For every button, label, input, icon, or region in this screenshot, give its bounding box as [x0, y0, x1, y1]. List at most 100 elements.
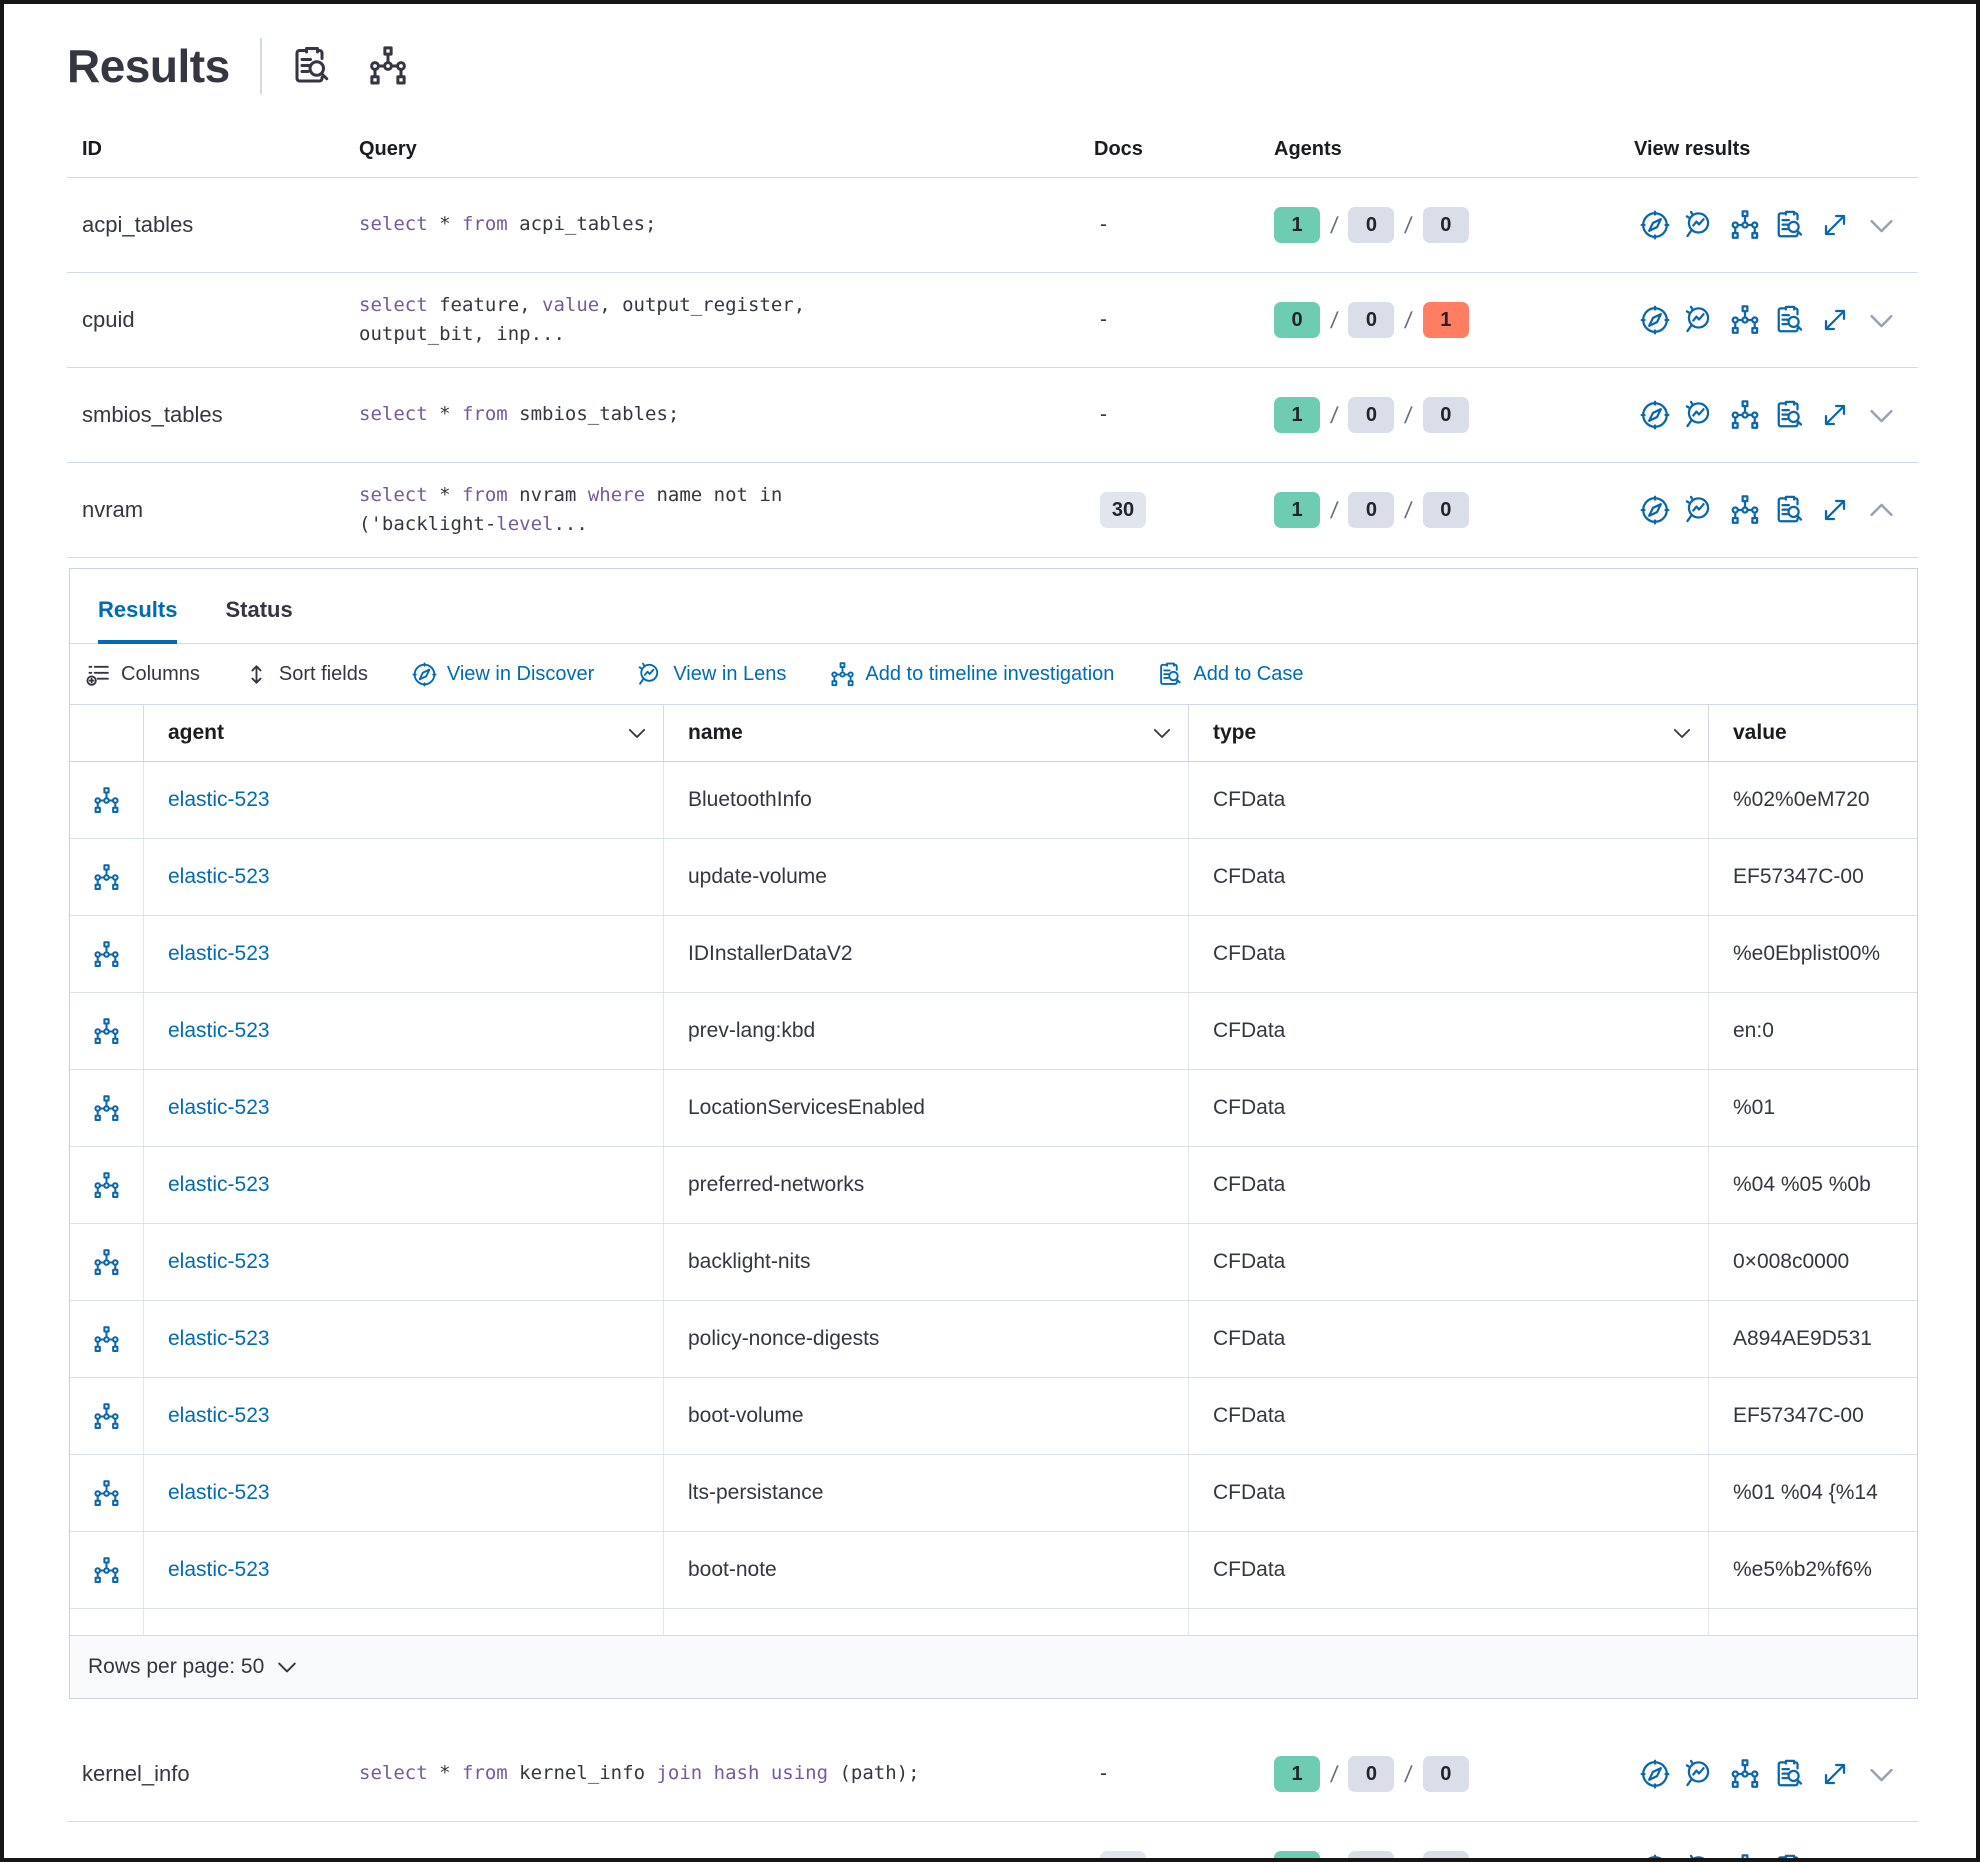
result-row: elastic-523 preferred-networks CFData %0…	[70, 1147, 1917, 1224]
view-in-lens-icon[interactable]	[1685, 1759, 1715, 1789]
row-timeline-cell	[70, 762, 144, 838]
expand-icon[interactable]	[1820, 1759, 1850, 1789]
view-in-discover-icon[interactable]	[1640, 1759, 1670, 1789]
result-name: IDInstallerDataV2	[664, 916, 1189, 992]
add-to-timeline-icon[interactable]	[1730, 1854, 1760, 1862]
view-in-lens-icon[interactable]	[1685, 210, 1715, 240]
inspect-icon[interactable]	[292, 46, 332, 86]
result-type: CFData	[1189, 1147, 1709, 1223]
result-name: LocationServicesEnabled	[664, 1070, 1189, 1146]
agent-link[interactable]: elastic-523	[168, 788, 270, 811]
columns-button[interactable]: Columns	[86, 662, 200, 687]
timeline-icon[interactable]	[93, 787, 120, 814]
timeline-icon[interactable]	[368, 46, 408, 86]
tab-results[interactable]: Results	[98, 597, 178, 644]
agent-link[interactable]: elastic-523	[168, 942, 270, 965]
add-to-case-icon[interactable]	[1775, 400, 1805, 430]
grid-header-type[interactable]: type	[1189, 705, 1709, 761]
row-expand-chevron[interactable]	[1865, 304, 1898, 337]
agent-cell: elastic-523	[144, 1147, 664, 1223]
expand-icon[interactable]	[1820, 495, 1850, 525]
timeline-icon[interactable]	[93, 1095, 120, 1122]
timeline-icon[interactable]	[93, 1403, 120, 1430]
view-in-lens-icon[interactable]	[1685, 305, 1715, 335]
expand-icon[interactable]	[1820, 210, 1850, 240]
row-timeline-cell	[70, 916, 144, 992]
view-in-discover-button[interactable]: View in Discover	[412, 662, 594, 687]
result-name: lts-persistance	[664, 1455, 1189, 1531]
add-to-case-button[interactable]: Add to Case	[1158, 662, 1304, 687]
agents-cell: 1 / 0 / 0	[1274, 1851, 1634, 1858]
add-to-timeline-icon[interactable]	[1730, 1759, 1760, 1789]
rows-per-page[interactable]: Rows per page: 50	[88, 1655, 265, 1678]
page-title: Results	[67, 40, 230, 92]
add-to-case-icon[interactable]	[1775, 210, 1805, 240]
grid-header-value[interactable]: value	[1709, 705, 1917, 761]
timeline-icon[interactable]	[93, 1018, 120, 1045]
result-name: boot-note	[664, 1532, 1189, 1608]
sort-fields-button[interactable]: Sort fields	[244, 662, 368, 687]
tab-status[interactable]: Status	[225, 597, 293, 622]
row-timeline-cell	[70, 1301, 144, 1377]
row-expand-chevron[interactable]	[1865, 494, 1898, 527]
agent-link[interactable]: elastic-523	[168, 865, 270, 888]
row-expand-chevron[interactable]	[1865, 1853, 1898, 1862]
view-in-lens-icon[interactable]	[1685, 495, 1715, 525]
add-to-timeline-button[interactable]: Add to timeline investigation	[830, 662, 1114, 687]
add-to-case-icon[interactable]	[1775, 1854, 1805, 1862]
agent-link[interactable]: elastic-523	[168, 1327, 270, 1350]
expand-icon[interactable]	[1820, 1854, 1850, 1862]
view-in-discover-icon[interactable]	[1640, 400, 1670, 430]
agent-link[interactable]: elastic-523	[168, 1558, 270, 1581]
agents-pending-badge: 0	[1348, 397, 1395, 433]
add-to-timeline-icon[interactable]	[1730, 400, 1760, 430]
view-in-lens-button[interactable]: View in Lens	[638, 662, 786, 687]
agent-link[interactable]: elastic-523	[168, 1481, 270, 1504]
timeline-icon[interactable]	[93, 1249, 120, 1276]
agent-link[interactable]: elastic-523	[168, 1173, 270, 1196]
view-in-discover-icon[interactable]	[1640, 210, 1670, 240]
timeline-icon[interactable]	[93, 1480, 120, 1507]
grid-header-name[interactable]: name	[664, 705, 1189, 761]
timeline-icon[interactable]	[93, 1326, 120, 1353]
add-to-timeline-icon[interactable]	[1730, 210, 1760, 240]
view-in-discover-icon[interactable]	[1640, 1854, 1670, 1862]
lens-icon	[638, 662, 663, 687]
agents-separator: /	[1403, 211, 1414, 238]
expand-icon[interactable]	[1820, 305, 1850, 335]
query-id: acpi_tables	[82, 212, 194, 237]
grid-header-agent[interactable]: agent	[144, 705, 664, 761]
row-expand-chevron[interactable]	[1865, 399, 1898, 432]
timeline-icon[interactable]	[93, 1172, 120, 1199]
add-to-case-icon[interactable]	[1775, 1759, 1805, 1789]
add-to-timeline-icon[interactable]	[1730, 495, 1760, 525]
result-type: CFData	[1189, 1455, 1709, 1531]
row-expand-chevron[interactable]	[1865, 209, 1898, 242]
add-to-case-icon[interactable]	[1775, 495, 1805, 525]
chevron-down-icon[interactable]	[1150, 721, 1174, 745]
add-to-timeline-icon[interactable]	[1730, 305, 1760, 335]
view-in-discover-icon[interactable]	[1640, 305, 1670, 335]
timeline-icon[interactable]	[93, 941, 120, 968]
chevron-down-icon[interactable]	[625, 721, 649, 745]
timeline-icon[interactable]	[93, 1557, 120, 1584]
query-row: nvram select * from nvram where name not…	[67, 463, 1918, 558]
docs-count-badge: 30	[1100, 492, 1146, 528]
view-in-discover-icon[interactable]	[1640, 495, 1670, 525]
row-expand-chevron[interactable]	[1865, 1758, 1898, 1791]
expand-icon[interactable]	[1820, 400, 1850, 430]
add-to-case-icon[interactable]	[1775, 305, 1805, 335]
result-row: elastic-523 backlight-nits CFData 0×008c…	[70, 1224, 1917, 1301]
view-in-lens-icon[interactable]	[1685, 400, 1715, 430]
chevron-down-icon[interactable]	[1670, 721, 1694, 745]
agents-pending-badge: 0	[1348, 207, 1395, 243]
chevron-down-icon[interactable]	[274, 1654, 300, 1680]
view-in-lens-icon[interactable]	[1685, 1854, 1715, 1862]
agent-link[interactable]: elastic-523	[168, 1019, 270, 1042]
agent-link[interactable]: elastic-523	[168, 1404, 270, 1427]
timeline-icon[interactable]	[93, 864, 120, 891]
agent-cell: elastic-523	[144, 993, 664, 1069]
agent-link[interactable]: elastic-523	[168, 1250, 270, 1273]
sort-fields-label: Sort fields	[278, 662, 368, 685]
agent-link[interactable]: elastic-523	[168, 1096, 270, 1119]
